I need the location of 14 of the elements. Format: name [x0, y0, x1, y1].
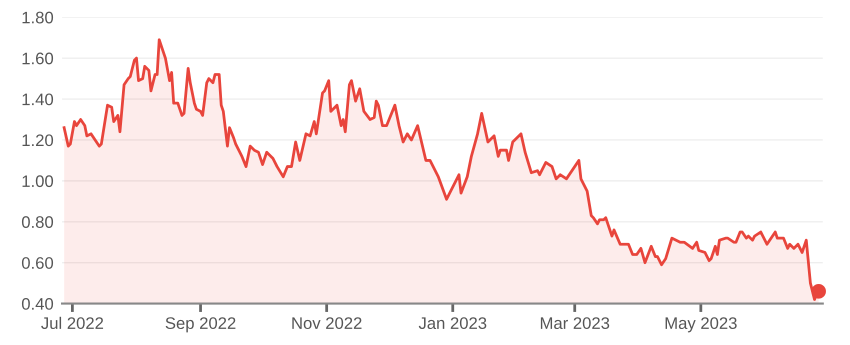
x-tick-label: Jan 2023: [418, 317, 486, 330]
y-tick-label: 1.80: [22, 12, 54, 24]
y-tick-label: 1.20: [22, 134, 54, 146]
x-tick-label: Jul 2022: [41, 316, 104, 330]
y-tick-label: 0.40: [22, 298, 54, 310]
y-tick-label: 0.60: [22, 257, 54, 269]
y-tick-label: 1.00: [22, 175, 54, 188]
x-tick-label: Nov 2022: [292, 317, 362, 330]
y-tick-label: 1.60: [22, 52, 54, 64]
x-tick-label: Mar 2023: [540, 317, 610, 330]
x-tick-label: Sep 2022: [166, 317, 236, 332]
y-tick-label: 0.80: [22, 216, 54, 228]
y-tick-label: 1.40: [22, 93, 54, 106]
x-tick-label: May 2023: [666, 317, 737, 332]
